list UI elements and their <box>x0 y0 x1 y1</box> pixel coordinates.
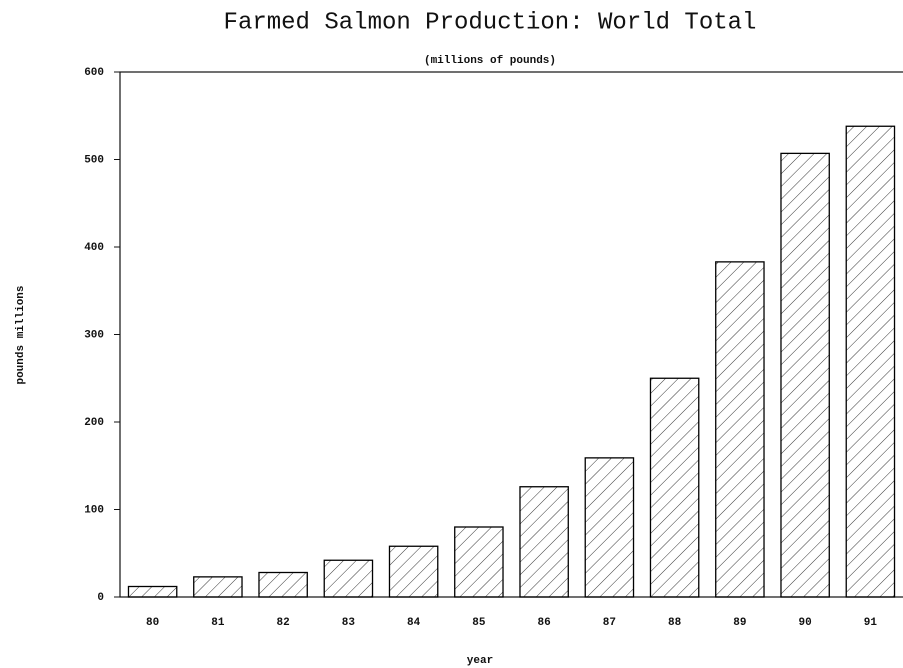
bar <box>258 571 308 598</box>
y-axis-label: pounds millions <box>15 285 27 384</box>
x-tick-label: 85 <box>472 617 486 629</box>
y-tick-label: 600 <box>84 67 104 79</box>
bar <box>649 377 700 598</box>
y-tick-label: 400 <box>84 242 104 254</box>
x-tick-label: 89 <box>733 617 746 629</box>
bar <box>715 261 765 598</box>
y-tick-label: 300 <box>84 329 104 341</box>
bar <box>519 486 569 598</box>
bar <box>584 457 635 598</box>
bar <box>127 585 178 598</box>
x-tick-label: 91 <box>864 617 878 629</box>
x-tick-label: 83 <box>342 617 356 629</box>
y-tick-label: 500 <box>84 154 104 166</box>
bar <box>388 545 439 598</box>
x-tick-label: 80 <box>146 617 159 629</box>
bar <box>454 526 504 598</box>
bar <box>193 576 243 598</box>
x-tick-label: 90 <box>799 617 812 629</box>
y-tick-label: 0 <box>97 592 104 604</box>
x-tick-label: 87 <box>603 617 616 629</box>
chart-subtitle: (millions of pounds) <box>424 55 556 67</box>
x-tick-label: 86 <box>538 617 551 629</box>
bar <box>780 152 830 598</box>
x-axis-label: year <box>467 655 493 667</box>
y-tick-label: 200 <box>84 417 104 429</box>
x-tick-label: 88 <box>668 617 682 629</box>
chart-title: Farmed Salmon Production: World Total <box>224 9 757 36</box>
y-tick-label: 100 <box>84 504 104 516</box>
bar <box>845 125 896 598</box>
x-tick-label: 82 <box>277 617 290 629</box>
x-tick-label: 84 <box>407 617 421 629</box>
x-tick-label: 81 <box>211 617 225 629</box>
bar <box>323 559 374 598</box>
